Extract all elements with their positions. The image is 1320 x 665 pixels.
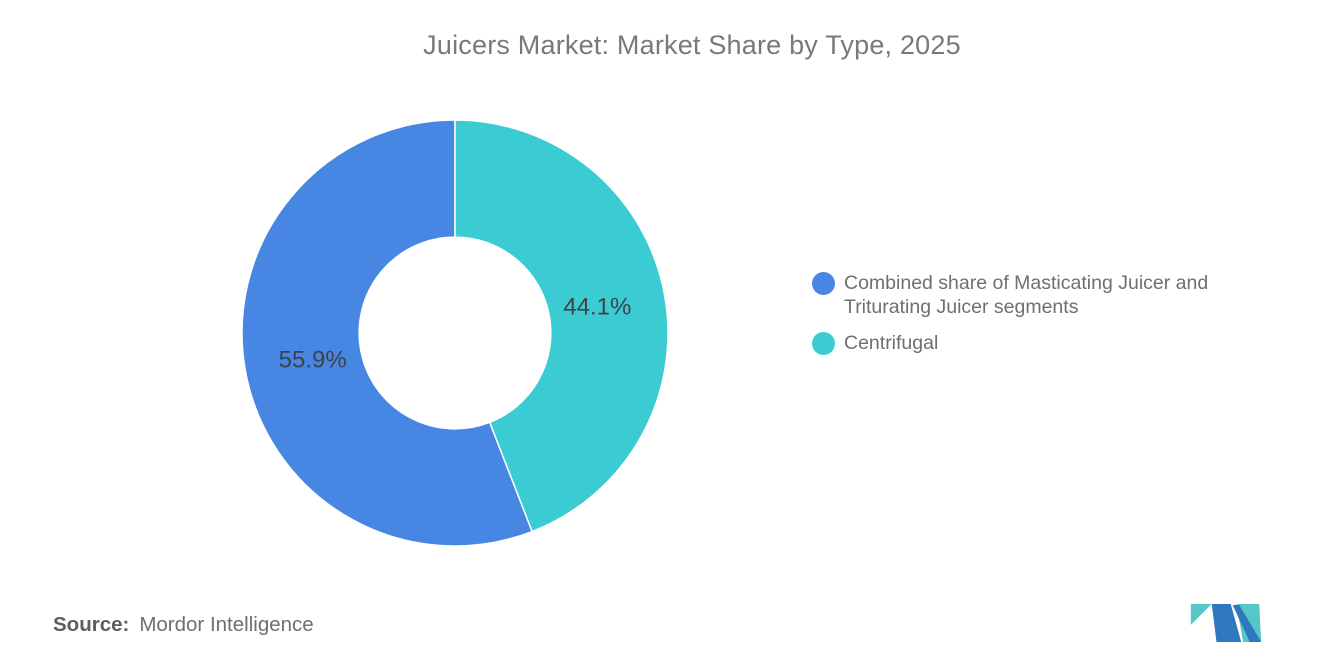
chart-title: Juicers Market: Market Share by Type, 20… [423,30,961,60]
source-text: Mordor Intelligence [139,613,314,636]
legend-dot-icon [812,272,835,295]
logo-shape [1232,604,1262,642]
pie-slice-label-centrifugal: 44.1% [563,293,631,320]
pie-slice-label-combined-masticating-triturating: 55.9% [279,347,347,374]
chart-legend: Combined share of Masticating Juicer and… [812,272,1292,369]
pie-slice-combined-masticating-triturating[interactable] [241,119,534,547]
logo-shape [1211,604,1242,642]
pie-slice-centrifugal[interactable] [454,119,669,533]
legend-item-combined-masticating-triturating[interactable]: Combined share of Masticating Juicer and… [812,272,1292,319]
mordor-intelligence-logo [1190,604,1262,642]
source-label: Source: [53,613,130,636]
legend-dot-icon [812,332,835,355]
legend-item-centrifugal[interactable]: Centrifugal [812,332,1292,356]
donut-chart: 55.9% 44.1% [241,119,669,547]
legend-label: Centrifugal [844,332,939,354]
source-line: Source: Mordor Intelligence [53,613,314,637]
legend-label: Combined share of Masticating Juicer and… [844,272,1209,318]
logo-shape [1190,604,1212,625]
